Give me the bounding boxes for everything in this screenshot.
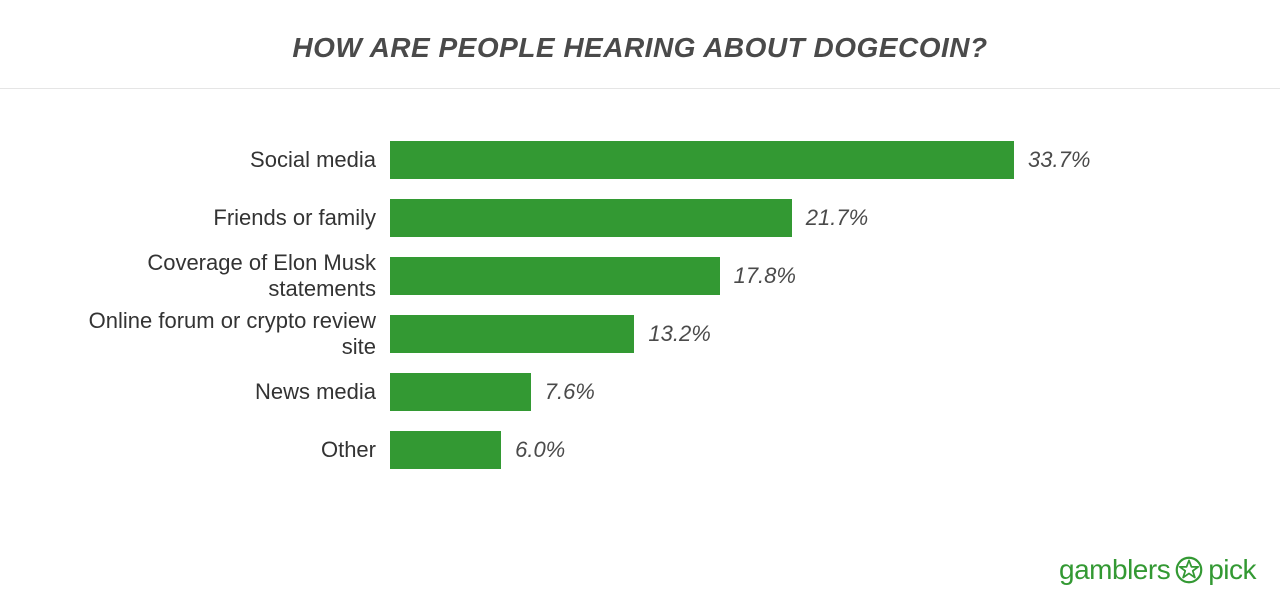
logo-text-pick: pick — [1208, 554, 1256, 586]
bar — [390, 257, 720, 295]
value-label: 17.8% — [720, 263, 796, 289]
bar-wrap: 13.2% — [390, 315, 1220, 353]
brand-logo: gamblers pick — [1059, 554, 1256, 586]
value-label: 7.6% — [531, 379, 595, 405]
bar-chart: Social media 33.7% Friends or family 21.… — [0, 89, 1280, 479]
category-label: Other — [60, 437, 390, 463]
star-in-circle-icon — [1174, 555, 1204, 585]
bar-row: Other 6.0% — [60, 421, 1220, 479]
bar — [390, 141, 1014, 179]
value-label: 13.2% — [634, 321, 710, 347]
bar-wrap: 7.6% — [390, 373, 1220, 411]
category-label: Social media — [60, 147, 390, 173]
bar-wrap: 6.0% — [390, 431, 1220, 469]
bar-wrap: 17.8% — [390, 257, 1220, 295]
bar — [390, 373, 531, 411]
value-label: 21.7% — [792, 205, 868, 231]
bar — [390, 315, 634, 353]
logo-text-gamblers: gamblers — [1059, 554, 1170, 586]
bar-wrap: 21.7% — [390, 199, 1220, 237]
value-label: 33.7% — [1014, 147, 1090, 173]
bar-row: Friends or family 21.7% — [60, 189, 1220, 247]
category-label: Coverage of Elon Musk statements — [60, 250, 390, 302]
bar-wrap: 33.7% — [390, 141, 1220, 179]
bar — [390, 199, 792, 237]
bar-row: Coverage of Elon Musk statements 17.8% — [60, 247, 1220, 305]
bar-row: Online forum or crypto review site 13.2% — [60, 305, 1220, 363]
value-label: 6.0% — [501, 437, 565, 463]
category-label: Online forum or crypto review site — [60, 308, 390, 360]
bar-row: Social media 33.7% — [60, 131, 1220, 189]
bar — [390, 431, 501, 469]
category-label: News media — [60, 379, 390, 405]
category-label: Friends or family — [60, 205, 390, 231]
chart-title: HOW ARE PEOPLE HEARING ABOUT DOGECOIN? — [0, 0, 1280, 88]
bar-row: News media 7.6% — [60, 363, 1220, 421]
